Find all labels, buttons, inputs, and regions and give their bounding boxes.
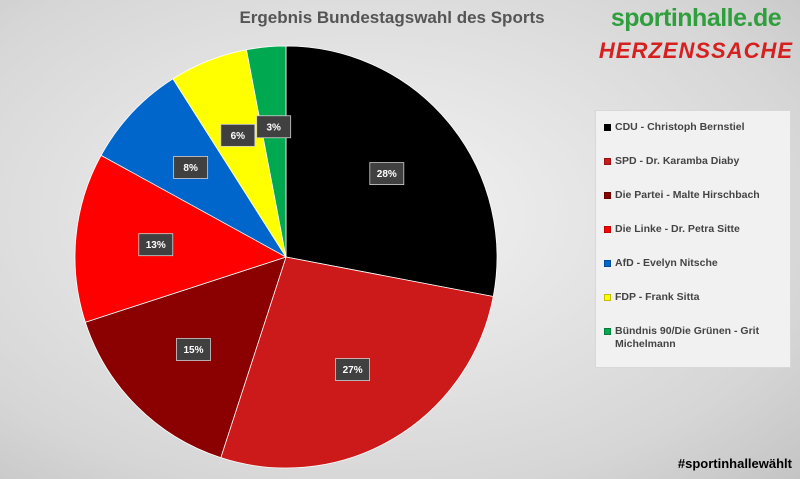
pie-slice-die-linke: [74, 154, 288, 323]
data-label-text: 8%: [183, 163, 198, 174]
data-label-text: 6%: [231, 131, 246, 142]
data-label-spd: 27%: [335, 358, 370, 382]
data-label-box: [138, 233, 174, 257]
data-label-afd: 8%: [173, 156, 209, 179]
legend-item-die-linke: Die Linke - Dr. Petra Sitte: [604, 223, 782, 257]
brand-tagline: HERZENSSACHE: [598, 38, 794, 63]
legend-label: AfD - Evelyn Nitsche: [615, 257, 718, 269]
data-label-box: [173, 156, 209, 179]
data-label-text: 28%: [377, 169, 397, 180]
legend-label: CDU - Christoph Bernstiel: [615, 121, 745, 133]
legend-item-cdu: CDU - Christoph Bernstiel: [604, 121, 782, 155]
data-label-b-ndnis-90-die-gr-nen: 3%: [256, 115, 292, 139]
data-label-text: 15%: [183, 345, 203, 356]
legend-swatch: [604, 328, 611, 335]
legend-item-b-ndnis-90-die-gr-nen: Bündnis 90/Die Grünen - Grit Michelmann: [604, 325, 782, 359]
data-label-text: 3%: [266, 122, 281, 133]
data-label-cdu: 28%: [369, 162, 405, 186]
legend-label: Bündnis 90/Die Grünen - Grit Michelmann: [615, 325, 760, 350]
data-label-text: 13%: [146, 240, 166, 251]
chart-title: Ergebnis Bundestagswahl des Sports: [239, 8, 545, 27]
data-label-box: [176, 338, 211, 361]
legend-swatch: [604, 260, 611, 267]
data-label-text: 27%: [343, 365, 363, 376]
legend-item-spd: SPD - Dr. Karamba Diaby: [604, 155, 782, 189]
legend-item-die-partei: Die Partei - Malte Hirschbach: [604, 189, 782, 223]
chart-legend: CDU - Christoph Bernstiel SPD - Dr. Karam…: [595, 110, 791, 368]
legend-swatch: [604, 192, 611, 199]
legend-swatch: [604, 226, 611, 233]
pie-slice-b-ndnis-90-die-gr-nen: [245, 45, 287, 258]
brand-site-name: sportinhalle.de: [610, 4, 782, 32]
data-label-die-linke: 13%: [138, 233, 174, 257]
hashtag: #sportinhallewählt: [677, 456, 792, 471]
legend-swatch: [604, 158, 611, 165]
legend-label: SPD - Dr. Karamba Diaby: [615, 155, 740, 167]
brand-logo: sportinhalle.de HERZENSSACHE: [596, 4, 796, 68]
legend-label: Die Linke - Dr. Petra Sitte: [615, 223, 740, 235]
data-label-box: [369, 162, 405, 186]
data-label-die-partei: 15%: [176, 338, 211, 361]
legend-label: Die Partei - Malte Hirschbach: [615, 189, 760, 201]
data-label-box: [220, 123, 256, 147]
data-label-box: [256, 115, 292, 139]
legend-item-fdp: FDP - Frank Sitta: [604, 291, 782, 325]
legend-swatch: [604, 294, 611, 301]
data-label-fdp: 6%: [220, 123, 256, 147]
legend-item-afd: AfD - Evelyn Nitsche: [604, 257, 782, 291]
data-label-box: [335, 358, 370, 382]
legend-label: FDP - Frank Sitta: [615, 291, 700, 303]
legend-swatch: [604, 124, 611, 131]
